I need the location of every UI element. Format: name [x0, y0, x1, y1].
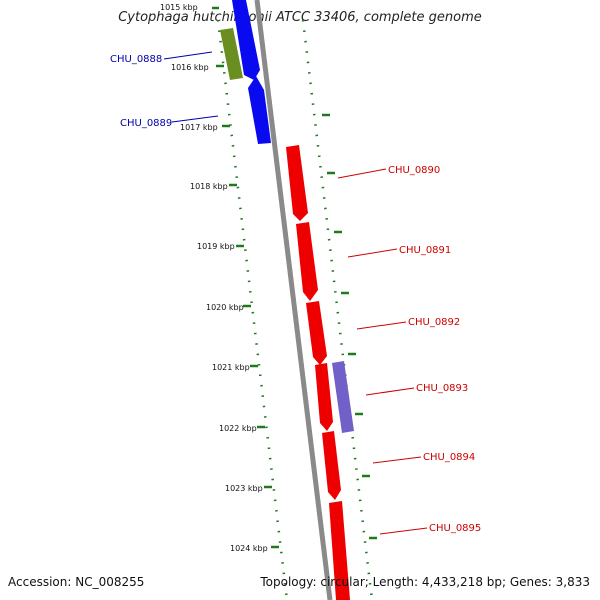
kbp-label: 1015 kbp [160, 3, 198, 12]
gene-label-chu-0888[interactable]: CHU_0888 [110, 54, 162, 65]
callout-line [372, 456, 422, 464]
gene-block-chu-0895[interactable] [329, 501, 350, 600]
gene-block-chu-0890[interactable] [286, 145, 308, 221]
callout-line [171, 115, 219, 123]
kbp-label: 1019 kbp [197, 242, 235, 251]
kbp-label: 1021 kbp [212, 363, 250, 372]
callout-line [337, 168, 387, 179]
kbp-label: 1017 kbp [180, 123, 218, 132]
kbp-label: 1022 kbp [219, 424, 257, 433]
callout-line [365, 387, 415, 396]
major-ticks [212, 6, 377, 549]
gene-label-chu-0894[interactable]: CHU_0894 [423, 452, 475, 463]
kbp-label: 1020 kbp [206, 303, 244, 312]
gene-block-chu-0893[interactable] [315, 363, 333, 431]
kbp-label: 1024 kbp [230, 544, 268, 553]
gene-label-chu-0891[interactable]: CHU_0891 [399, 245, 451, 256]
gene-block-chu-0889[interactable] [248, 76, 271, 144]
gene-block-chu-0894[interactable] [322, 431, 341, 500]
kbp-label: 1023 kbp [225, 484, 263, 493]
gene-label-chu-0890[interactable]: CHU_0890 [388, 165, 440, 176]
gene-label-chu-0892[interactable]: CHU_0892 [408, 317, 460, 328]
gene-label-chu-0889[interactable]: CHU_0889 [120, 118, 172, 129]
gene-label-chu-0893[interactable]: CHU_0893 [416, 383, 468, 394]
kbp-label: 1018 kbp [190, 182, 228, 191]
kbp-label: 1016 kbp [171, 63, 209, 72]
callout-line [347, 248, 398, 258]
accession-text: Accession: NC_008255 [8, 575, 145, 589]
gene-label-chu-0895[interactable]: CHU_0895 [429, 523, 481, 534]
callout-line [379, 527, 428, 535]
callout-line [163, 51, 213, 60]
gene-block-chu-0891[interactable] [296, 222, 318, 301]
other-feature-green[interactable] [220, 28, 243, 80]
gene-block-chu-0888[interactable] [232, 0, 260, 80]
other-feature-purple[interactable] [332, 361, 354, 433]
genome-backbone [254, 0, 333, 600]
callout-line [356, 321, 407, 330]
gene-block-chu-0892[interactable] [306, 301, 327, 365]
genome-title: Cytophaga hutchinsonii ATCC 33406, compl… [118, 10, 482, 25]
genome-summary-text: Topology: circular; Length: 4,433,218 bp… [260, 575, 590, 589]
